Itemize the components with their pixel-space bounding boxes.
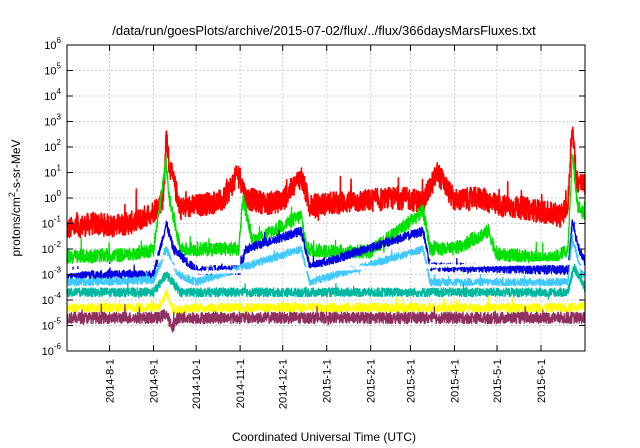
x-tick-label: 2015-5-1 — [492, 359, 504, 403]
y-axis-label: protons/cm2-s-sr-MeV — [7, 139, 23, 256]
y-tick-label: 102 — [44, 138, 61, 154]
series-line — [66, 126, 586, 239]
x-tick-label: 2015-2-1 — [366, 359, 378, 403]
x-tick-label: 2015-1-1 — [322, 359, 334, 403]
y-tick-label: 101 — [44, 164, 61, 180]
y-tick-label: 10-2 — [42, 240, 62, 256]
x-tick-label: 2014-8-1 — [105, 359, 117, 403]
tick-layer: 10-6 10-5 10-4 10-3 10-2 10-1 100 101 102 103 104 1… — [42, 36, 585, 409]
y-tick-label: 10-6 — [42, 342, 62, 358]
x-tick-label: 2014-10-1 — [191, 359, 203, 409]
series-layer — [66, 126, 586, 333]
y-tick-label: 100 — [44, 189, 61, 205]
y-tick-label: 106 — [44, 36, 61, 52]
series-line — [66, 254, 586, 275]
series-line — [66, 153, 586, 267]
y-tick-label: 10-3 — [42, 266, 62, 282]
series-line — [66, 289, 586, 316]
series-line — [66, 303, 586, 333]
y-tick-label: 103 — [44, 113, 61, 129]
x-tick-label: 2014-9-1 — [149, 359, 161, 403]
y-tick-label: 105 — [44, 62, 61, 78]
y-tick-label: 104 — [44, 87, 61, 103]
x-tick-label: 2014-11-1 — [235, 359, 247, 408]
x-axis-label: Coordinated Universal Time (UTC) — [232, 430, 416, 444]
x-tick-label: 2015-6-1 — [536, 359, 548, 403]
chart-title: /data/run/goesPlots/archive/2015-07-02/f… — [112, 23, 536, 38]
series-line — [66, 233, 586, 287]
x-tick-label: 2014-12-1 — [278, 359, 290, 409]
y-tick-label: 10-4 — [42, 291, 62, 307]
x-tick-label: 2015-4-1 — [449, 359, 461, 403]
y-tick-label: 10-1 — [42, 215, 62, 231]
series-line — [66, 263, 586, 300]
x-tick-label: 2015-3-1 — [405, 359, 417, 403]
y-tick-label: 10-5 — [42, 317, 62, 333]
